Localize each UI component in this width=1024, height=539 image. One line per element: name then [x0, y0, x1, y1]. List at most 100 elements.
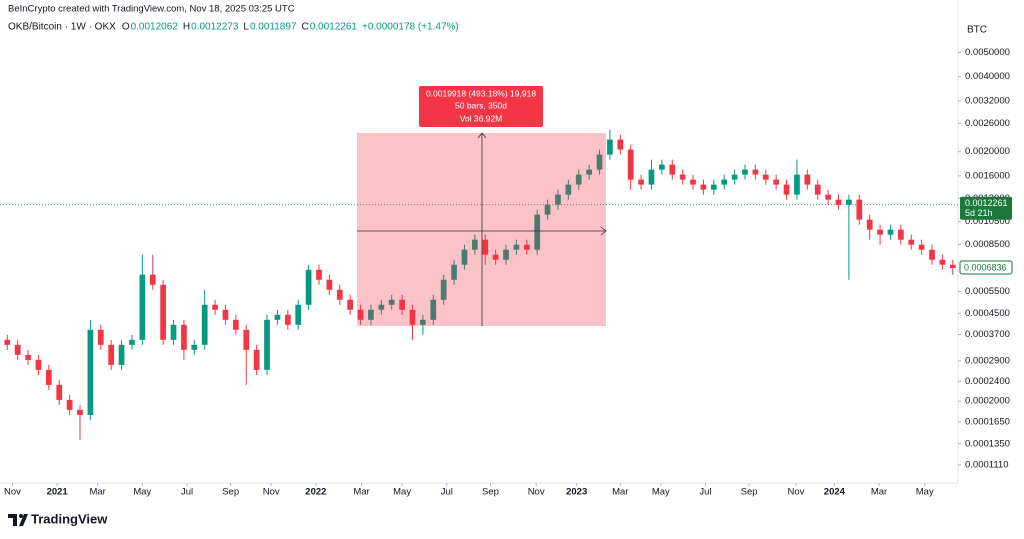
candle-body	[596, 154, 603, 170]
x-tick-label: 2021	[47, 487, 69, 498]
candle-body	[368, 309, 374, 320]
x-tick-label: Sep	[741, 487, 758, 498]
x-tick-label: Jul	[181, 487, 193, 498]
measure-text: Vol 36.92M	[460, 113, 503, 123]
legend-row: OKB/Bitcoin · 1W · OKX O 0.0012062 H 0.0012…	[8, 22, 459, 33]
measure-label-box	[419, 86, 543, 127]
candle-body	[149, 274, 156, 285]
candle-body	[492, 254, 499, 260]
candle-body	[929, 249, 935, 260]
x-tick-label: Nov	[263, 487, 280, 498]
y-tick-label: 0.0001110	[965, 459, 1009, 470]
y-tick-label: 0.0002000	[965, 396, 1010, 407]
candle-body	[503, 249, 509, 260]
candle-body	[264, 319, 270, 370]
x-tick-label: May	[916, 487, 934, 498]
candle-body	[66, 399, 73, 410]
candle-body	[201, 304, 208, 345]
x-tick-label: 2022	[305, 487, 326, 498]
candle-body	[659, 164, 665, 170]
candle-body	[56, 384, 63, 400]
x-tick-label: Sep	[482, 487, 499, 498]
y-tick-label: 0.0026000	[965, 118, 1010, 129]
x-tick-label: Jul	[441, 487, 453, 498]
price-tag	[960, 196, 1012, 220]
y-tick-label: 0.0004500	[965, 308, 1010, 319]
candle-body	[762, 174, 769, 180]
candle-body	[731, 174, 738, 180]
ohlc-value: 0.0012261	[310, 22, 358, 33]
candle-body	[742, 169, 748, 175]
candle-body	[170, 324, 177, 340]
measure-area	[357, 133, 606, 326]
candle-body	[669, 164, 676, 175]
candle-body	[866, 219, 873, 230]
ohlc-key: H	[183, 22, 190, 33]
candle-body	[897, 229, 904, 240]
last-price-tag	[959, 260, 1013, 275]
candle-body	[284, 314, 291, 325]
candle-body	[773, 179, 780, 185]
candle-body	[835, 199, 842, 205]
candle-body	[108, 344, 115, 365]
y-tick-label: 0.0003700	[965, 329, 1010, 340]
candle-body	[555, 194, 561, 205]
measure-tool: 0.0019918 (493.18%) 19,918 50 bars, 350d…	[357, 86, 607, 326]
candle-body	[638, 179, 644, 185]
candle-body	[690, 179, 696, 185]
x-tick-label: Nov	[528, 487, 545, 498]
candle-body	[451, 264, 457, 280]
candle-body	[856, 199, 863, 220]
candle-body	[887, 229, 894, 235]
x-tick-label: Jul	[699, 487, 711, 498]
x-tick-label: Mar	[89, 487, 105, 498]
candle-body	[939, 259, 946, 265]
measure-text: 50 bars, 350d	[455, 100, 507, 110]
candle-body	[378, 304, 385, 310]
candle-body	[607, 139, 613, 155]
candle-body	[783, 184, 790, 195]
y-tick-label: 0.0010500	[965, 216, 1010, 227]
x-tick-label: Mar	[353, 487, 369, 498]
candle-body	[918, 244, 925, 250]
y-tick-label: 0.0032000	[965, 95, 1010, 106]
candle-body	[35, 359, 42, 370]
candle-body	[461, 249, 468, 265]
y-tick-label: 0.0002400	[965, 376, 1010, 387]
y-tick-label: 0.0020000	[965, 146, 1010, 157]
candle-body	[513, 244, 520, 250]
candle-body	[825, 194, 831, 200]
candle-body	[430, 299, 437, 320]
change: +0.0000178 (+1.47%)	[362, 22, 459, 33]
candle-body	[471, 239, 478, 250]
candle-body	[212, 304, 218, 310]
last-price-label: 0.0006836	[964, 262, 1007, 272]
candle-body	[409, 309, 416, 325]
candle-body	[534, 214, 541, 250]
ohlc-value: 0.0011897	[250, 22, 297, 33]
candle-body	[700, 184, 707, 190]
y-tick-label: 0.0001650	[965, 417, 1010, 428]
candle-body	[160, 284, 166, 340]
candle-body	[586, 169, 592, 175]
x-tick-label: 2024	[824, 487, 846, 498]
candle-body	[191, 344, 198, 350]
candle-body	[14, 344, 21, 355]
y-tick-label: 0.0002900	[965, 355, 1010, 366]
price-tag-countdown: 5d 21h	[965, 208, 993, 218]
candle-body	[181, 324, 187, 350]
candle-body	[617, 139, 624, 150]
candle-body	[139, 274, 146, 340]
candle-body	[316, 269, 322, 280]
candle-body	[648, 169, 655, 185]
candle-body	[752, 169, 759, 175]
y-tick-label: 0.0008500	[965, 239, 1010, 250]
x-tick-label: Sep	[222, 487, 239, 498]
currency: BTC	[967, 25, 987, 36]
price-tag-value: 0.0012261	[965, 198, 1008, 208]
candle-body	[347, 299, 354, 310]
logo-dot	[19, 514, 23, 518]
y-tick-label: 0.0016000	[965, 170, 1010, 181]
candle-body	[420, 319, 426, 325]
candle-body	[274, 314, 281, 320]
